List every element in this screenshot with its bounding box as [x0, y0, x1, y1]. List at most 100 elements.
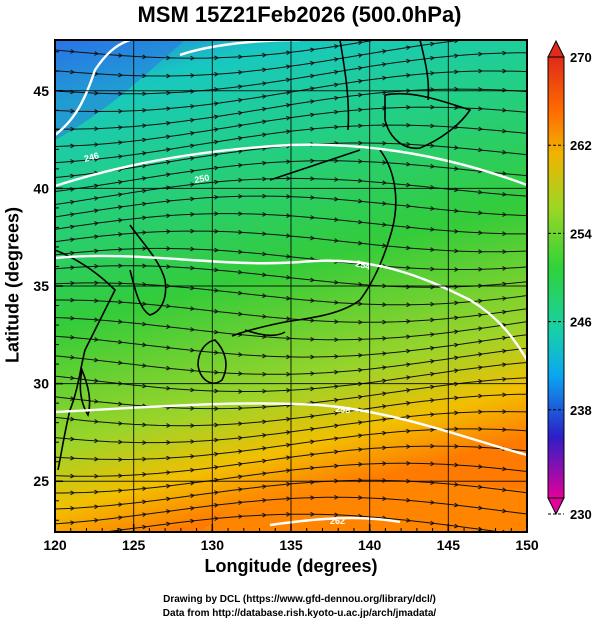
- wind-arrowhead: [190, 265, 196, 271]
- wind-arrowhead: [406, 348, 412, 354]
- contour-labels: 246 250 254 258 262: [83, 150, 372, 526]
- wind-arrowhead: [214, 503, 220, 508]
- wind-arrowhead: [310, 439, 316, 445]
- wind-arrowhead: [310, 176, 316, 182]
- wind-arrowhead: [286, 103, 292, 108]
- wind-arrowhead: [118, 515, 124, 521]
- wind-arrowhead: [70, 280, 76, 286]
- wind-arrowhead: [238, 371, 244, 376]
- wind-arrowhead: [478, 426, 484, 432]
- wind-arrowhead: [406, 122, 412, 128]
- wind-arrowhead: [238, 352, 244, 357]
- wind-arrowhead: [310, 195, 316, 200]
- wind-arrowhead: [238, 389, 244, 394]
- x-tick-label: 130: [201, 537, 225, 553]
- wind-arrowhead: [502, 362, 508, 368]
- wind-arrowhead: [142, 301, 148, 307]
- wind-arrowhead: [454, 410, 460, 416]
- wind-arrowhead: [502, 35, 506, 39]
- wind-arrowhead: [118, 401, 124, 407]
- wind-arrowhead: [262, 512, 268, 518]
- wind-arrowhead: [94, 248, 100, 254]
- wind-arrowhead: [502, 376, 508, 382]
- wind-arrowhead: [190, 182, 196, 188]
- x-tick-label: 150: [515, 537, 539, 553]
- wind-arrowhead: [262, 371, 268, 377]
- wind-arrowhead: [118, 247, 124, 252]
- wind-arrowhead: [430, 55, 436, 61]
- wind-arrowhead: [166, 229, 172, 234]
- wind-arrowhead: [358, 40, 364, 45]
- wind-arrowhead: [334, 124, 340, 130]
- y-tick-label: 30: [33, 376, 49, 392]
- wind-arrowhead: [118, 72, 124, 78]
- wind-arrowhead: [190, 131, 196, 136]
- wind-arrowhead: [70, 108, 76, 114]
- x-axis-label: Longitude (degrees): [204, 556, 378, 576]
- wind-arrowhead: [142, 422, 148, 428]
- wind-arrowhead: [118, 125, 124, 130]
- wind-arrowhead: [454, 53, 460, 59]
- wind-arrowhead: [166, 509, 172, 514]
- credit-data: Data from http://database.rish.kyoto-u.a…: [162, 608, 437, 619]
- wind-arrowhead: [166, 385, 172, 391]
- x-tick-label: 125: [122, 537, 146, 553]
- wind-arrowhead: [334, 369, 340, 375]
- wind-arrowhead: [502, 212, 508, 217]
- wind-arrowhead: [382, 180, 388, 186]
- wind-arrowhead: [118, 319, 124, 325]
- y-axis-label: Latitude (degrees): [2, 206, 23, 364]
- wind-arrowhead: [94, 183, 100, 189]
- wind-arrowhead: [406, 73, 412, 78]
- wind-arrowhead: [502, 107, 508, 113]
- wind-arrowhead: [190, 327, 196, 332]
- wind-arrowhead: [334, 177, 340, 182]
- wind-arrowhead: [286, 176, 292, 181]
- wind-arrowhead: [262, 119, 268, 125]
- wind-arrowhead: [430, 104, 436, 110]
- wind-arrowhead: [310, 215, 316, 220]
- colorbar-bottom-arrow: [547, 497, 565, 516]
- wind-arrowhead: [214, 194, 220, 200]
- wind-arrowhead: [430, 520, 436, 526]
- wind-arrowhead: [406, 161, 412, 167]
- wind-arrowhead: [430, 70, 436, 76]
- wind-arrowhead: [190, 405, 196, 411]
- wind-arrowhead: [382, 351, 388, 356]
- wind-arrowhead: [214, 437, 220, 443]
- wind-arrowhead: [502, 128, 508, 134]
- wind-arrowhead: [238, 110, 244, 116]
- wind-arrowhead: [238, 193, 244, 199]
- wind-arrowhead: [214, 490, 220, 495]
- wind-arrowhead: [166, 365, 172, 371]
- wind-arrowhead: [334, 279, 340, 285]
- wind-arrowhead: [238, 136, 244, 141]
- wind-arrowhead: [118, 204, 124, 210]
- wind-arrowhead: [238, 405, 244, 411]
- wind-arrowhead: [214, 211, 220, 217]
- wind-arrowhead: [286, 455, 292, 461]
- wind-arrowhead: [382, 201, 388, 206]
- wind-arrowhead: [118, 108, 124, 114]
- wind-arrowhead: [358, 337, 364, 342]
- wind-arrowhead: [214, 228, 220, 234]
- wind-arrowhead: [382, 49, 388, 54]
- wind-arrowhead: [406, 388, 412, 393]
- wind-arrowhead: [382, 160, 388, 165]
- wind-arrowhead: [502, 296, 508, 301]
- wind-arrowhead: [118, 421, 124, 426]
- wind-arrowhead: [238, 500, 244, 506]
- wind-arrowhead: [334, 354, 340, 359]
- wind-arrowhead: [190, 518, 196, 524]
- wind-arrowhead: [358, 319, 364, 325]
- wind-arrowhead: [94, 51, 100, 56]
- wind-arrowhead: [334, 158, 340, 164]
- wind-arrowhead: [214, 329, 220, 335]
- wind-arrowhead: [166, 264, 172, 270]
- wind-arrowhead: [406, 517, 412, 523]
- wind-arrowhead: [286, 481, 292, 487]
- wind-arrowhead: [358, 301, 364, 307]
- wind-arrowhead: [70, 199, 76, 205]
- wind-arrowhead: [142, 263, 148, 269]
- wind-arrowhead: [430, 29, 434, 33]
